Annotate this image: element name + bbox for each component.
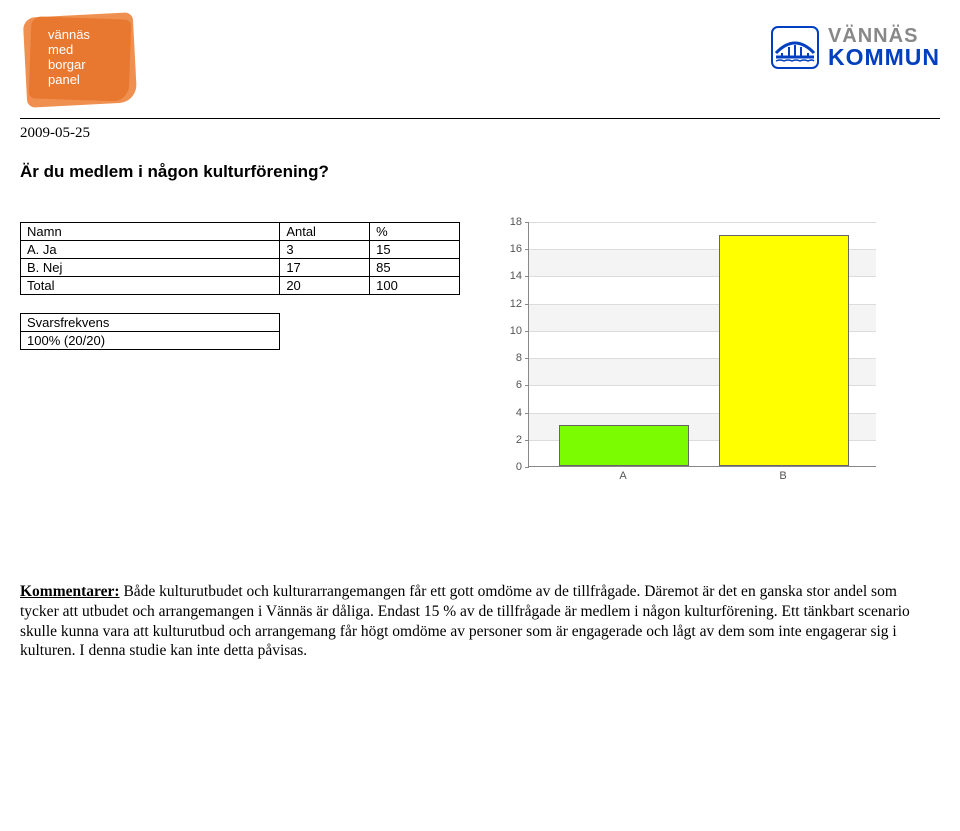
y-tick-label: 4 [500, 407, 522, 419]
logo-panel-text: vännäs med borgar panel [48, 28, 90, 88]
page-title: Är du medlem i någon kulturförening? [20, 162, 940, 182]
header: vännäs med borgar panel VÄNNÄS KOMMUN [20, 10, 940, 110]
bridge-icon [770, 25, 820, 70]
cell: 15 [370, 241, 460, 259]
data-table: Namn Antal % A. Ja 3 15 B. Nej 17 85 Tot… [20, 222, 460, 295]
divider [20, 118, 940, 119]
kommun-line2: KOMMUN [828, 46, 940, 69]
comments-label: Kommentarer: [20, 583, 120, 600]
cell: A. Ja [21, 241, 280, 259]
y-tick-label: 12 [500, 298, 522, 310]
content-row: Namn Antal % A. Ja 3 15 B. Nej 17 85 Tot… [20, 222, 940, 482]
x-tick-label: B [753, 470, 813, 482]
th-name: Namn [21, 223, 280, 241]
comments: Kommentarer: Både kulturutbudet och kult… [20, 582, 920, 661]
kommun-line1: VÄNNÄS [828, 26, 940, 46]
comments-body: Både kulturutbudet och kulturarrangemang… [20, 583, 910, 659]
tables-column: Namn Antal % A. Ja 3 15 B. Nej 17 85 Tot… [20, 222, 460, 350]
y-tick-label: 0 [500, 461, 522, 473]
y-tick-label: 8 [500, 352, 522, 364]
bar-B [719, 235, 849, 466]
cell: 3 [280, 241, 370, 259]
svars-label: Svarsfrekvens [21, 314, 280, 332]
y-tick-label: 6 [500, 379, 522, 391]
logo-line: borgar [48, 58, 90, 73]
svars-value: 100% (20/20) [21, 332, 280, 350]
cell: 85 [370, 259, 460, 277]
cell: 20 [280, 277, 370, 295]
y-tick-label: 14 [500, 270, 522, 282]
y-axis: 024681012141618 [500, 222, 524, 482]
th-antal: Antal [280, 223, 370, 241]
cell: Total [21, 277, 280, 295]
logo-line: vännäs [48, 28, 90, 43]
table-header-row: Namn Antal % [21, 223, 460, 241]
cell: B. Nej [21, 259, 280, 277]
cell: 100 [370, 277, 460, 295]
x-tick-label: A [593, 470, 653, 482]
bar-chart: 024681012141618 AB [500, 222, 880, 482]
y-tick-label: 16 [500, 243, 522, 255]
kommun-text: VÄNNÄS KOMMUN [828, 26, 940, 69]
date: 2009-05-25 [20, 125, 940, 142]
th-percent: % [370, 223, 460, 241]
logo-line: med [48, 43, 90, 58]
logo-kommun: VÄNNÄS KOMMUN [710, 25, 940, 70]
bar-A [559, 425, 689, 466]
y-tick-label: 10 [500, 325, 522, 337]
logo-line: panel [48, 73, 90, 88]
y-tick-label: 18 [500, 216, 522, 228]
table-row: A. Ja 3 15 [21, 241, 460, 259]
svars-table: Svarsfrekvens 100% (20/20) [20, 313, 280, 350]
plot-area [528, 222, 876, 467]
cell: 17 [280, 259, 370, 277]
table-row: B. Nej 17 85 [21, 259, 460, 277]
y-tick-label: 2 [500, 434, 522, 446]
table-row: Total 20 100 [21, 277, 460, 295]
logo-panel: vännäs med borgar panel [20, 10, 150, 110]
